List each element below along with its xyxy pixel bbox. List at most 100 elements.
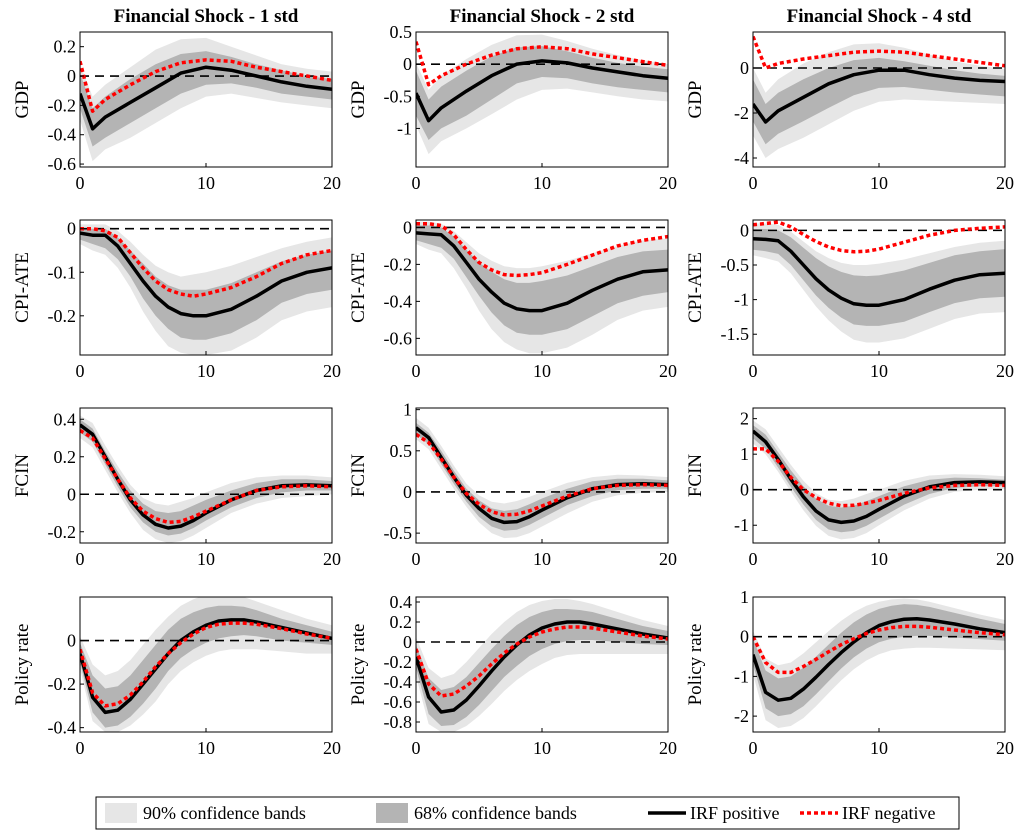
band-68 bbox=[416, 609, 668, 726]
y-tick-label: 0.2 bbox=[54, 447, 77, 467]
panel-plot-area bbox=[80, 37, 332, 162]
irf-negative-line bbox=[80, 58, 332, 113]
x-tick-label: 20 bbox=[323, 549, 341, 569]
y-tick-label: 2 bbox=[740, 409, 749, 429]
y-tick-label: -0.5 bbox=[384, 523, 413, 543]
panel-plot-area bbox=[416, 221, 668, 354]
y-tick-label: 1 bbox=[740, 587, 749, 607]
y-tick-label: -0.1 bbox=[48, 262, 77, 282]
x-tick-label: 0 bbox=[76, 549, 85, 569]
y-tick-label: -4 bbox=[734, 148, 749, 168]
irf-positive-line bbox=[416, 231, 668, 313]
x-tick-label: 10 bbox=[197, 738, 215, 758]
irf-negative-line bbox=[753, 624, 1005, 675]
legend-swatch-band68 bbox=[376, 803, 408, 823]
panel-title: Financial Shock - 1 std bbox=[114, 6, 299, 27]
y-tick-label: -0.5 bbox=[721, 255, 750, 275]
y-axis-label: Policy rate bbox=[348, 624, 369, 706]
irf-positive-line bbox=[753, 68, 1005, 124]
y-tick-label: 0 bbox=[403, 482, 412, 502]
legend-label-band90: 90% confidence bands bbox=[143, 803, 306, 823]
y-tick-label: 0.5 bbox=[390, 441, 413, 461]
x-tick-label: 0 bbox=[412, 361, 421, 381]
panel-plot-area bbox=[753, 35, 1005, 158]
legend: 90% confidence bands 68% confidence band… bbox=[95, 796, 960, 830]
band-68 bbox=[80, 605, 332, 728]
panel-title: Financial Shock - 2 std bbox=[450, 6, 635, 27]
x-tick-label: 0 bbox=[749, 361, 758, 381]
y-tick-label: -0.4 bbox=[384, 291, 413, 311]
y-tick-label: 0.4 bbox=[54, 409, 77, 429]
x-tick-label: 20 bbox=[323, 361, 341, 381]
y-tick-label: -1.5 bbox=[721, 324, 750, 344]
y-tick-label: -0.2 bbox=[48, 95, 77, 115]
x-tick-label: 0 bbox=[412, 173, 421, 193]
irf-negative-line bbox=[753, 35, 1005, 70]
y-tick-label: 0 bbox=[403, 54, 412, 74]
irf-positive-line bbox=[80, 231, 332, 318]
band-68 bbox=[416, 225, 668, 335]
x-tick-label: 0 bbox=[76, 361, 85, 381]
y-axis-label: GDP bbox=[12, 80, 33, 118]
y-tick-label: 0 bbox=[67, 631, 76, 651]
irf-positive-line bbox=[753, 236, 1005, 307]
y-tick-label: 0 bbox=[740, 627, 749, 647]
y-axis-label: FCIN bbox=[685, 454, 706, 498]
y-axis-label: FCIN bbox=[12, 454, 33, 498]
y-axis-label: GDP bbox=[348, 80, 369, 118]
y-axis-label: Policy rate bbox=[685, 624, 706, 706]
irf-negative-line bbox=[416, 221, 668, 278]
irf-negative-line bbox=[753, 220, 1005, 254]
y-tick-label: -2 bbox=[734, 103, 749, 123]
y-tick-label: -0.6 bbox=[384, 328, 413, 348]
y-tick-label: -1 bbox=[734, 666, 749, 686]
y-tick-label: -0.5 bbox=[384, 86, 413, 106]
x-tick-label: 10 bbox=[197, 549, 215, 569]
y-tick-label: -0.2 bbox=[48, 306, 77, 326]
panel-3-2: 0 10 20 1 0.5 0 -0.5 FCIN bbox=[348, 400, 677, 569]
x-tick-label: 20 bbox=[996, 173, 1014, 193]
panel-plot-area bbox=[80, 415, 332, 543]
y-tick-label: 1 bbox=[740, 444, 749, 464]
y-tick-label: -0.2 bbox=[48, 522, 77, 542]
irf-negative-line bbox=[753, 447, 1005, 508]
x-tick-label: 20 bbox=[659, 738, 677, 758]
y-tick-label: 0 bbox=[740, 58, 749, 78]
irf-positive-line bbox=[416, 426, 668, 525]
x-tick-label: 10 bbox=[533, 549, 551, 569]
panel-plot-area bbox=[753, 220, 1005, 343]
y-tick-label: 0.2 bbox=[390, 612, 413, 632]
irf-positive-line bbox=[80, 618, 332, 715]
y-tick-label: 0.4 bbox=[390, 592, 413, 612]
x-tick-label: 10 bbox=[870, 549, 888, 569]
y-tick-label: 0 bbox=[740, 220, 749, 240]
x-tick-label: 20 bbox=[996, 549, 1014, 569]
x-tick-label: 0 bbox=[749, 738, 758, 758]
y-tick-label: -0.2 bbox=[384, 254, 413, 274]
y-tick-label: 0 bbox=[67, 219, 76, 239]
x-tick-label: 20 bbox=[996, 738, 1014, 758]
panel-2-1: 0 10 20 0 -0.1 -0.2 CPI-ATE bbox=[12, 219, 341, 381]
x-tick-label: 20 bbox=[659, 173, 677, 193]
panel-2-2: 0 10 20 0 -0.2 -0.4 -0.6 CPI-ATE bbox=[348, 217, 677, 381]
x-tick-label: 0 bbox=[76, 738, 85, 758]
band-68 bbox=[80, 419, 332, 536]
y-axis-label: Policy rate bbox=[12, 624, 33, 706]
y-tick-label: 1 bbox=[403, 400, 412, 420]
legend-label-band68: 68% confidence bands bbox=[414, 803, 577, 823]
x-tick-label: 20 bbox=[659, 361, 677, 381]
irf-negative-line bbox=[80, 428, 332, 525]
panel-plot-area bbox=[416, 417, 668, 539]
band-68 bbox=[80, 228, 332, 340]
panel-title: Financial Shock - 4 std bbox=[787, 6, 972, 27]
panel-plot-area bbox=[416, 599, 668, 732]
x-tick-label: 10 bbox=[870, 361, 888, 381]
y-tick-label: -0.4 bbox=[48, 718, 77, 738]
x-tick-label: 0 bbox=[749, 549, 758, 569]
y-tick-label: -0.8 bbox=[384, 712, 413, 732]
y-axis-label: FCIN bbox=[348, 454, 369, 498]
panel-2-3: 0 10 20 0 -0.5 -1 -1.5 CPI-ATE bbox=[685, 219, 1014, 381]
